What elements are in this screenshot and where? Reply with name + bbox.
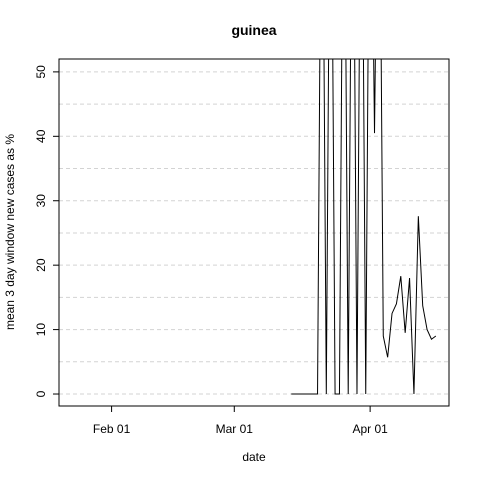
y-axis-label: mean 3 day window new cases as % xyxy=(3,134,17,330)
plot-frame xyxy=(58,58,450,407)
y-tick-label: 30 xyxy=(34,194,48,208)
x-tick-label: Feb 01 xyxy=(93,422,131,436)
chart-title: guinea xyxy=(231,22,276,38)
x-axis-label: date xyxy=(242,450,266,464)
x-tick-label: Mar 01 xyxy=(216,422,254,436)
x-tick-label: Apr 01 xyxy=(352,422,388,436)
y-tick-label: 50 xyxy=(34,65,48,79)
y-tick-label: 40 xyxy=(34,129,48,143)
y-tick-label: 20 xyxy=(34,258,48,272)
y-tick-label: 0 xyxy=(34,390,48,397)
y-tick-label: 10 xyxy=(34,323,48,337)
plot-area xyxy=(291,59,437,395)
data-line xyxy=(291,59,437,395)
